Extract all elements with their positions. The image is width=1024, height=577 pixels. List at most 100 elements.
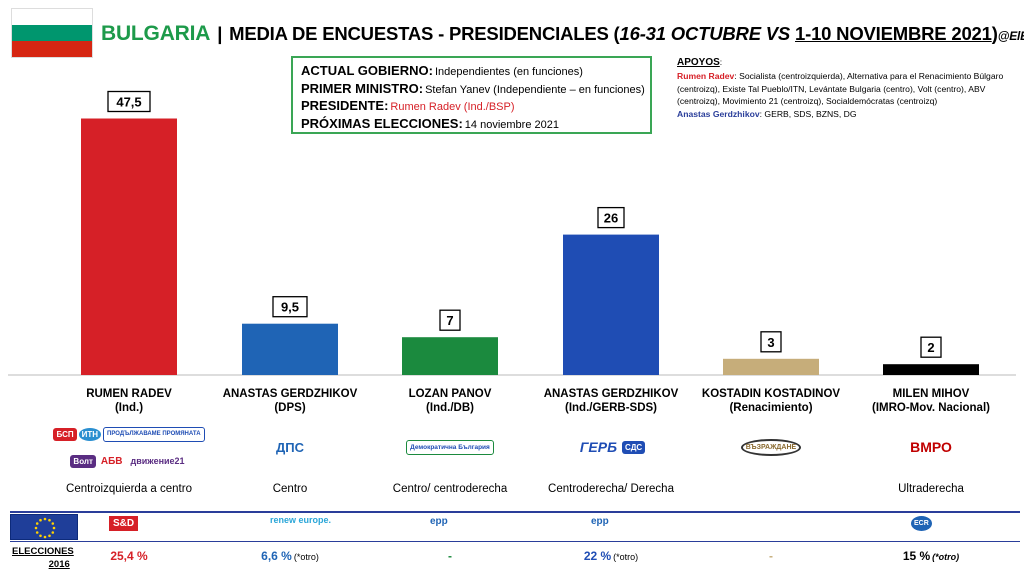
result-value: - — [769, 549, 773, 563]
gov-key: PRESIDENTE: — [301, 98, 389, 113]
party-logo: ПРОДЪЛЖАВАМЕ ПРОМЯНАТА — [103, 426, 205, 442]
candidate-party: (Ind.) — [114, 402, 144, 414]
data-label: 3 — [767, 335, 774, 350]
candidate-party: (Renacimiento) — [729, 402, 813, 414]
support-heading: APOYOS — [677, 57, 720, 68]
title-separator: | — [217, 23, 223, 44]
candidate-name: KOSTADIN KOSTADINOV (Renacimiento) — [691, 387, 851, 415]
bar — [402, 337, 498, 375]
result-value: 6,6 % — [261, 549, 292, 563]
party-logo: ДПС — [273, 440, 307, 454]
data-label-box — [597, 206, 625, 229]
candidate-name-text: KOSTADIN KOSTADINOV — [701, 388, 841, 400]
support-gerdzhikov-name: Anastas Gerdzhikov — [677, 109, 760, 120]
result-value: 22 % — [583, 549, 612, 563]
eu-star — [52, 526, 56, 530]
government-info-box: ACTUAL GOBIERNO: Independientes (en funci… — [291, 56, 652, 134]
country-name: BULGARIA — [101, 22, 211, 45]
eu-star — [43, 517, 47, 521]
data-label: 9,5 — [281, 300, 299, 315]
candidate-ideology: Ultraderecha — [898, 483, 964, 495]
title-main: MEDIA DE ENCUESTAS - PRESIDENCIALES ( — [229, 23, 620, 44]
elections-2016-value: 15 % (*otro) — [851, 549, 1011, 563]
result-value: - — [448, 549, 452, 563]
support-colon: : — [719, 57, 723, 67]
eu-star — [48, 518, 51, 522]
title-vs: VS — [760, 23, 796, 44]
result-note: (*otro) — [613, 552, 639, 562]
eu-stars-icon — [34, 517, 56, 539]
gov-row: ACTUAL GOBIERNO: Independientes (en funci… — [301, 62, 642, 80]
gov-value: Independientes (en funciones) — [434, 66, 583, 78]
candidate-party: (DPS) — [274, 402, 306, 414]
party-logo: СДС — [622, 440, 646, 454]
party-logos: БСП ИТН ПРОДЪЛЖАВАМЕ ПРОМЯНАТА Волт АБВ движе… — [49, 421, 209, 473]
support-radev-name: Rumen Radev — [677, 70, 735, 81]
bottom-separator — [10, 511, 1020, 513]
gov-row: PRIMER MINISTRO: Stefan Yanev (Independie… — [301, 80, 645, 98]
data-label-box — [439, 309, 461, 331]
candidate-party: (IMRO-Mov. Nacional) — [872, 402, 990, 414]
eu-group-logo: epp — [591, 516, 609, 527]
eu-star — [51, 522, 55, 525]
eu-star — [35, 522, 39, 525]
party-logo: Демократична България — [406, 439, 494, 455]
data-label-box — [760, 331, 782, 353]
candidate-ideology: Centroderecha/ Derecha — [548, 483, 674, 495]
result-note: (*otro) — [932, 552, 960, 562]
eu-star — [43, 535, 47, 539]
party-logos: ГЕРБ СДС — [531, 421, 691, 473]
eu-flag — [10, 514, 78, 540]
flag-stripe-red — [12, 41, 92, 57]
gov-value: Stefan Yanev (Independiente – en funcion… — [425, 83, 645, 96]
gov-value: 14 noviembre 2021 — [464, 118, 559, 131]
elections-2016-value: 25,4 % — [49, 549, 209, 563]
party-logo: ГЕРБ — [576, 440, 621, 454]
eu-star — [34, 526, 38, 530]
eu-group-logo: renew europe. — [270, 515, 332, 525]
result-value: 15 % — [902, 549, 931, 563]
party-logos: Демократична България — [370, 421, 530, 473]
data-label: 26 — [604, 211, 618, 226]
gov-value: Rumen Radev (Ind./BSP) — [390, 101, 515, 113]
bar — [883, 364, 979, 375]
candidate-name-text: ANASTAS GERDZHIKOV — [222, 388, 358, 400]
party-logo: БСП — [53, 427, 77, 441]
party-logo: ВЪЗРАЖДАНЕ — [740, 438, 802, 456]
candidate-name: ANASTAS GERDZHIKOV (DPS) — [210, 387, 370, 415]
gov-row: PRESIDENTE: Rumen Radev (Ind./BSP) — [301, 97, 642, 115]
party-logos: ВЪЗРАЖДАНЕ — [691, 421, 851, 473]
elections-label-line1: ELECCIONES — [12, 546, 74, 557]
party-logos: ДПС — [210, 421, 370, 473]
flag-stripe-white — [12, 9, 92, 25]
candidate-name: LOZAN PANOV (Ind./DB) — [370, 387, 530, 415]
elections-2016-row — [10, 541, 1020, 575]
page-title: BULGARIA | MEDIA DE ENCUESTAS - PRESIDEN… — [101, 22, 1024, 46]
gov-key: PRÓXIMAS ELECCIONES: — [301, 115, 463, 131]
candidate-name: RUMEN RADEV (Ind.) — [49, 387, 209, 415]
bar — [563, 234, 659, 375]
candidate-party: (Ind./DB) — [426, 402, 474, 414]
data-label: 7 — [446, 313, 453, 328]
party-logo: ИТН — [78, 427, 102, 441]
result-value: 25,4 % — [110, 549, 148, 563]
candidate-name-text: ANASTAS GERDZHIKOV — [543, 388, 679, 400]
eu-star — [39, 518, 42, 522]
candidate-party: (Ind./GERB-SDS) — [565, 402, 657, 414]
data-label-box — [107, 90, 151, 113]
party-logo: Волт — [70, 454, 96, 468]
support-radev-text: : Socialista (centroizquierda), Alternat… — [677, 70, 1004, 107]
support-box: APOYOS: Rumen Radev: Socialista (centroi… — [677, 56, 1017, 121]
gov-row: PRÓXIMAS ELECCIONES: 14 noviembre 2021 — [301, 115, 642, 133]
eu-group-logo: ECR — [911, 516, 932, 531]
party-logo: АБВ — [97, 454, 126, 468]
party-logo: движение21 — [127, 454, 188, 468]
candidate-ideology: Centroizquierda a centro — [66, 483, 192, 495]
elections-2016-label: ELECCIONES 2016 — [12, 545, 74, 571]
elections-label-line2: 2016 — [48, 559, 70, 570]
support-gerdzhikov-text: : GERB, SDS, BZNS, DG — [759, 109, 857, 120]
candidate-name-text: RUMEN RADEV — [86, 388, 172, 400]
party-logo: ВМРО — [907, 440, 955, 454]
candidate-ideology: Centro — [272, 483, 308, 495]
